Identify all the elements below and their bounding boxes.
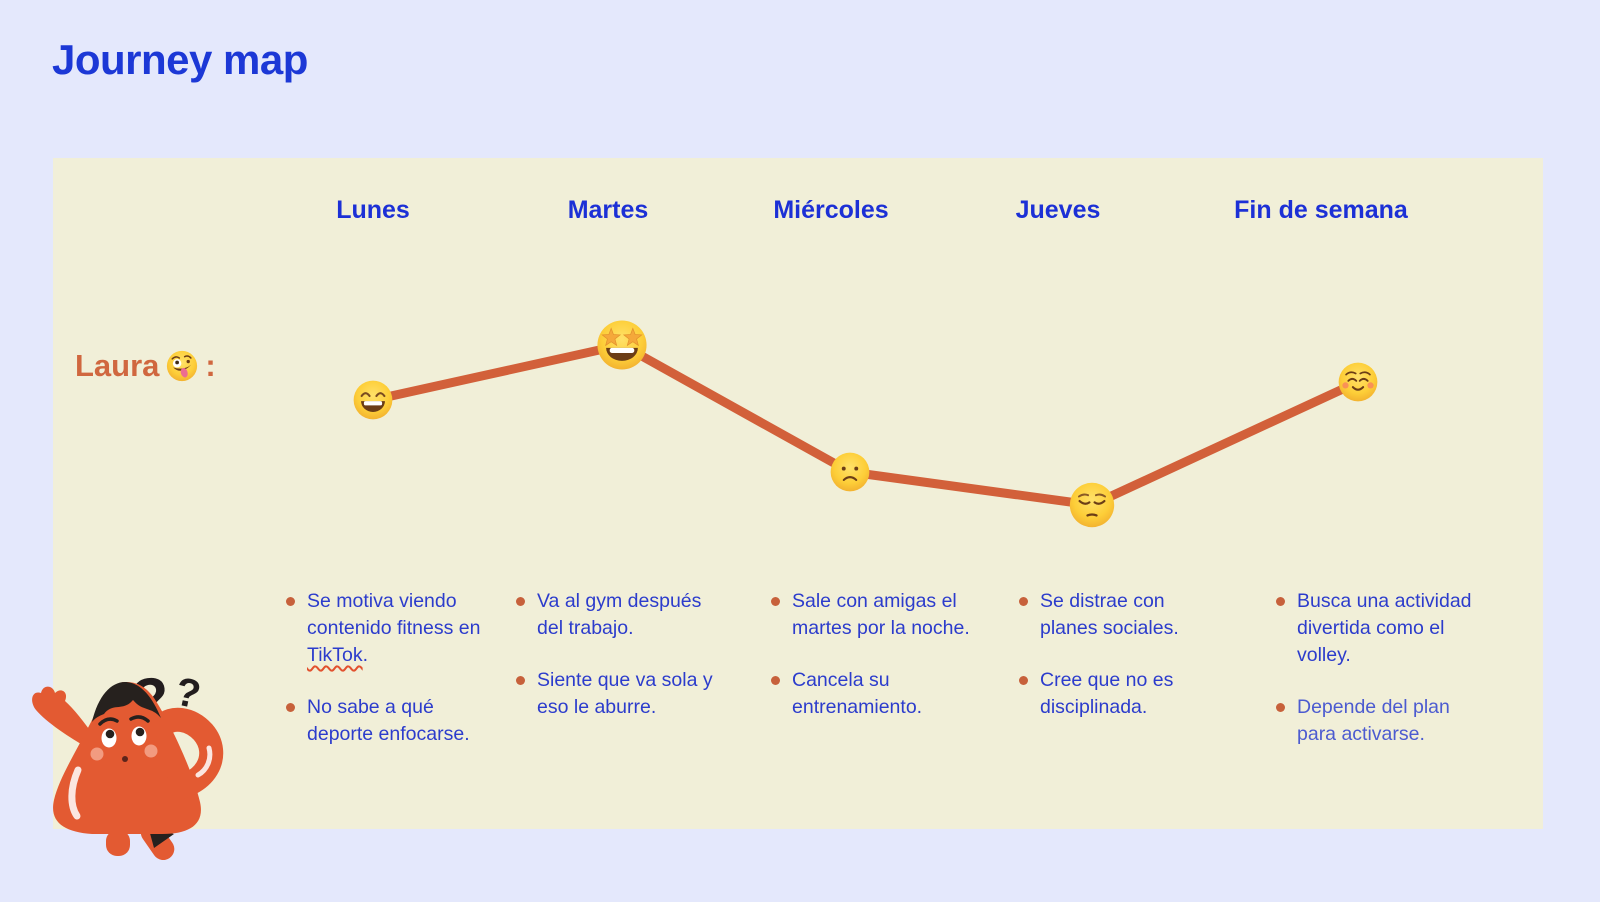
note-item[interactable]: Se motiva viendo contenido fitness en Ti… — [286, 588, 492, 669]
note-item[interactable]: Cree que no es disciplinada. — [1019, 667, 1195, 721]
journey-map-panel[interactable]: Lunes Martes Miércoles Jueves Fin de sem… — [53, 158, 1543, 829]
notes-miercoles: Sale con amigas el martes por la noche. … — [771, 588, 982, 746]
note-item[interactable]: Depende del plan para activarse. — [1276, 694, 1489, 748]
mood-point-jueves-pensive-face-icon[interactable] — [1069, 482, 1116, 529]
persona-name: Laura — [75, 348, 160, 383]
note-text: Se motiva viendo contenido fitness en — [307, 590, 481, 639]
note-text: . — [362, 644, 369, 666]
persona-label[interactable]: Laura : — [75, 348, 216, 384]
spellcheck-underlined-word: TikTok — [307, 644, 363, 666]
mascot-mouth — [122, 756, 128, 762]
page-title: Journey map — [52, 36, 308, 83]
column-header-miercoles[interactable]: Miércoles — [773, 196, 889, 224]
note-item[interactable]: Busca una actividad divertida como el vo… — [1276, 588, 1489, 669]
mascot-arm — [32, 686, 94, 748]
mascot-pupil — [105, 729, 115, 739]
notes-martes: Va al gym después del trabajo. Siente qu… — [516, 588, 727, 746]
notes-jueves: Se distrae con planes sociales. Cree que… — [1019, 588, 1195, 746]
mascot-highlight — [195, 745, 213, 778]
note-item[interactable]: Va al gym después del trabajo. — [516, 588, 727, 642]
note-item[interactable]: Se distrae con planes sociales. — [1019, 588, 1195, 642]
column-header-lunes[interactable]: Lunes — [336, 196, 410, 224]
mascot-highlight — [68, 766, 82, 820]
mascot-eyebrow — [98, 717, 119, 726]
column-header-fin-de-semana[interactable]: Fin de semana — [1234, 196, 1408, 224]
note-item[interactable]: No sabe a qué deporte enfocarse. — [286, 694, 492, 748]
column-header-jueves[interactable]: Jueves — [1015, 196, 1101, 224]
mascot-hair — [92, 682, 161, 722]
persona-colon: : — [205, 348, 216, 383]
mascot-blush — [144, 744, 158, 758]
mood-point-lunes-grinning-face-icon[interactable] — [353, 380, 394, 421]
notes-fin-de-semana: Busca una actividad divertida como el vo… — [1276, 588, 1489, 773]
mood-point-martes-star-struck-icon[interactable] — [596, 319, 648, 371]
zany-face-icon — [167, 350, 198, 382]
mascot-leg — [106, 830, 130, 856]
note-item[interactable]: Sale con amigas el martes por la noche. — [771, 588, 982, 642]
note-item[interactable]: Siente que va sola y eso le aburre. — [516, 667, 727, 721]
note-item[interactable]: Cancela su entrenamiento. — [771, 667, 982, 721]
mascot-pupil — [135, 727, 145, 737]
notes-lunes: Se motiva viendo contenido fitness en Ti… — [286, 588, 492, 773]
mascot-blush — [90, 747, 104, 761]
mood-point-fin-de-semana-relieved-face-icon[interactable] — [1338, 362, 1379, 403]
mascot-arm — [150, 707, 224, 802]
confused-mascot[interactable]: ? ? — [12, 618, 232, 862]
mascot-eyebrow — [129, 715, 150, 723]
column-header-martes[interactable]: Martes — [567, 196, 649, 224]
mood-point-miercoles-frowning-face-icon[interactable] — [830, 452, 871, 493]
